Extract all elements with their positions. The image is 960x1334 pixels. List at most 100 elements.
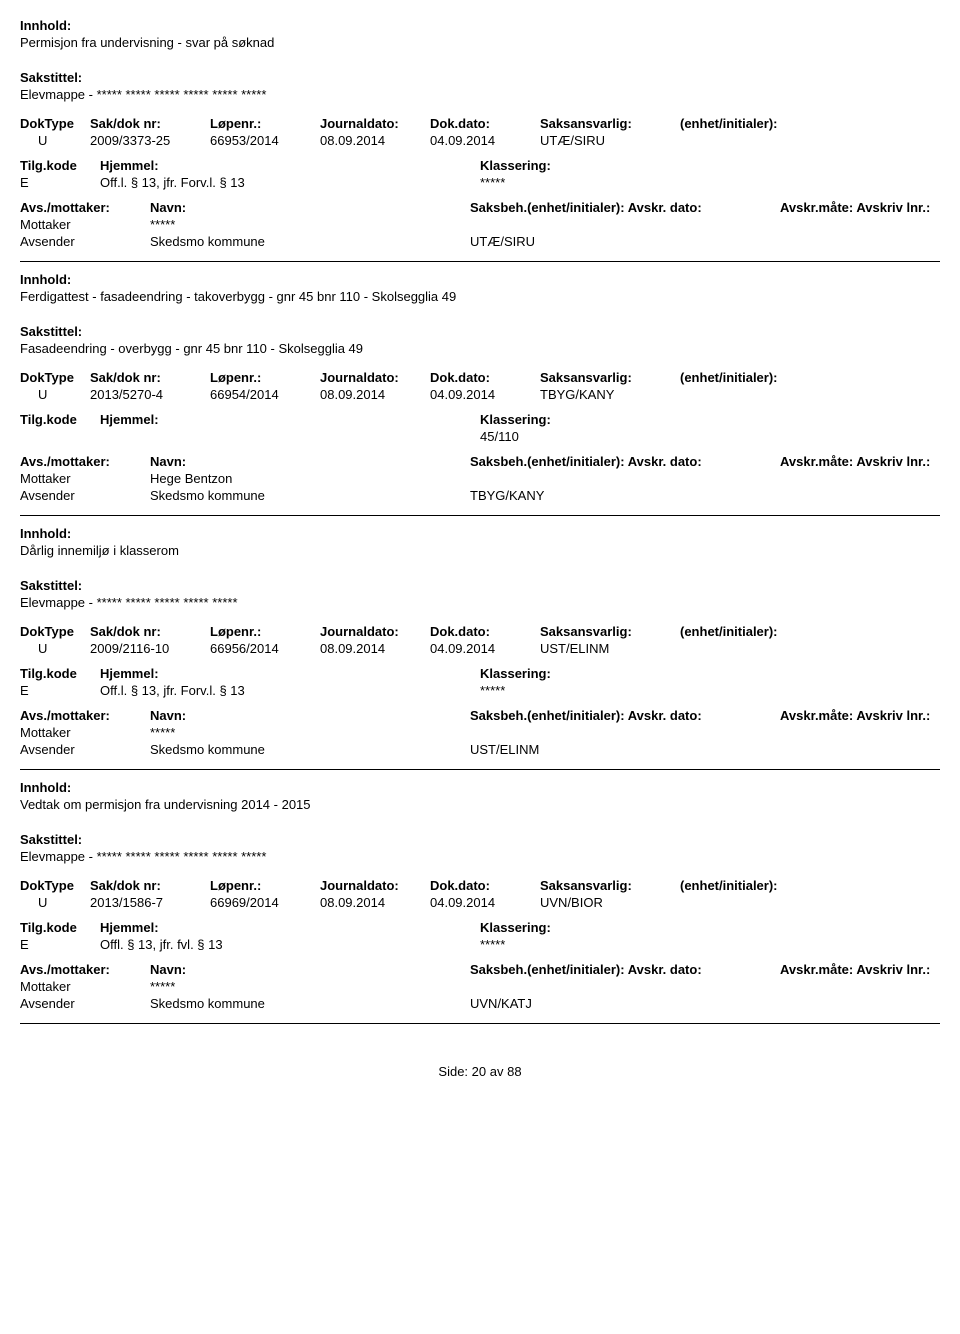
doktype-value: U bbox=[20, 133, 90, 148]
journaldato-value: 08.09.2014 bbox=[320, 387, 430, 402]
dokdato-value: 04.09.2014 bbox=[430, 133, 540, 148]
navn-header: Navn: bbox=[150, 454, 470, 469]
hjemmel-header: Hjemmel: bbox=[100, 158, 480, 173]
lopenr-header: Løpenr.: bbox=[210, 370, 320, 385]
innhold-label: Innhold: bbox=[20, 780, 940, 795]
dokdato-value: 04.09.2014 bbox=[430, 895, 540, 910]
avsender-unit: TBYG/KANY bbox=[470, 488, 670, 503]
enhet-value bbox=[680, 895, 820, 910]
dokdato-header: Dok.dato: bbox=[430, 878, 540, 893]
innhold-text: Dårlig innemiljø i klasserom bbox=[20, 543, 940, 558]
saksansvarlig-header: Saksansvarlig: bbox=[540, 116, 680, 131]
mottaker-label: Mottaker bbox=[20, 471, 150, 486]
klassering-header: Klassering: bbox=[480, 666, 680, 681]
lopenr-header: Løpenr.: bbox=[210, 624, 320, 639]
avsmottaker-header: Avs./mottaker: bbox=[20, 200, 150, 215]
saknr-header: Sak/dok nr: bbox=[90, 878, 210, 893]
lopenr-value: 66953/2014 bbox=[210, 133, 320, 148]
innhold-label: Innhold: bbox=[20, 272, 940, 287]
enhet-header: (enhet/initialer): bbox=[680, 116, 820, 131]
tilgkode-value: E bbox=[20, 937, 100, 952]
dokdato-value: 04.09.2014 bbox=[430, 641, 540, 656]
saksansvarlig-header: Saksansvarlig: bbox=[540, 624, 680, 639]
saknr-header: Sak/dok nr: bbox=[90, 624, 210, 639]
avsender-name: Skedsmo kommune bbox=[150, 234, 470, 249]
hjemmel-header: Hjemmel: bbox=[100, 412, 480, 427]
lopenr-header: Løpenr.: bbox=[210, 878, 320, 893]
lopenr-value: 66969/2014 bbox=[210, 895, 320, 910]
avsender-name: Skedsmo kommune bbox=[150, 996, 470, 1011]
sakstittel-label: Sakstittel: bbox=[20, 70, 940, 85]
avsender-label: Avsender bbox=[20, 996, 150, 1011]
saksansvarlig-value: UVN/BIOR bbox=[540, 895, 680, 910]
tilgkode-header: Tilg.kode bbox=[20, 412, 100, 427]
mottaker-unit bbox=[470, 217, 670, 232]
avsender-label: Avsender bbox=[20, 234, 150, 249]
tilgkode-value: E bbox=[20, 683, 100, 698]
avskr-header: Avskr.måte: Avskriv lnr.: bbox=[780, 962, 940, 977]
klassering-value: 45/110 bbox=[480, 429, 680, 444]
avskr-header: Avskr.måte: Avskriv lnr.: bbox=[780, 708, 940, 723]
saknr-header: Sak/dok nr: bbox=[90, 116, 210, 131]
avsender-label: Avsender bbox=[20, 742, 150, 757]
mottaker-label: Mottaker bbox=[20, 217, 150, 232]
klassering-header: Klassering: bbox=[480, 412, 680, 427]
saksbeh-header: Saksbeh.(enhet/initialer): Avskr. dato: bbox=[470, 454, 780, 469]
avsmottaker-header: Avs./mottaker: bbox=[20, 454, 150, 469]
journal-record: Innhold: Ferdigattest - fasadeendring - … bbox=[20, 272, 940, 516]
avskr-header: Avskr.måte: Avskriv lnr.: bbox=[780, 200, 940, 215]
saksansvarlig-header: Saksansvarlig: bbox=[540, 878, 680, 893]
doktype-value: U bbox=[20, 641, 90, 656]
saknr-value: 2013/5270-4 bbox=[90, 387, 210, 402]
journal-record: Innhold: Dårlig innemiljø i klasserom Sa… bbox=[20, 526, 940, 770]
saksansvarlig-value: UTÆ/SIRU bbox=[540, 133, 680, 148]
sakstittel-text: Elevmappe - ***** ***** ***** ***** ****… bbox=[20, 849, 940, 864]
saksbeh-header: Saksbeh.(enhet/initialer): Avskr. dato: bbox=[470, 962, 780, 977]
innhold-text: Permisjon fra undervisning - svar på søk… bbox=[20, 35, 940, 50]
innhold-text: Ferdigattest - fasadeendring - takoverby… bbox=[20, 289, 940, 304]
innhold-label: Innhold: bbox=[20, 526, 940, 541]
mottaker-name: ***** bbox=[150, 217, 470, 232]
mottaker-unit bbox=[470, 725, 670, 740]
avsender-unit: UVN/KATJ bbox=[470, 996, 670, 1011]
hjemmel-value bbox=[100, 429, 480, 444]
saknr-value: 2013/1586-7 bbox=[90, 895, 210, 910]
innhold-text: Vedtak om permisjon fra undervisning 201… bbox=[20, 797, 940, 812]
avsender-label: Avsender bbox=[20, 488, 150, 503]
saksbeh-header: Saksbeh.(enhet/initialer): Avskr. dato: bbox=[470, 708, 780, 723]
footer-av-label: av bbox=[490, 1064, 504, 1079]
enhet-header: (enhet/initialer): bbox=[680, 370, 820, 385]
journaldato-header: Journaldato: bbox=[320, 878, 430, 893]
footer-side-label: Side: bbox=[438, 1064, 468, 1079]
saknr-header: Sak/dok nr: bbox=[90, 370, 210, 385]
dokdato-value: 04.09.2014 bbox=[430, 387, 540, 402]
doktype-header: DokType bbox=[20, 116, 90, 131]
saksansvarlig-value: UST/ELINM bbox=[540, 641, 680, 656]
avsender-unit: UTÆ/SIRU bbox=[470, 234, 670, 249]
avsmottaker-header: Avs./mottaker: bbox=[20, 708, 150, 723]
navn-header: Navn: bbox=[150, 708, 470, 723]
saksansvarlig-header: Saksansvarlig: bbox=[540, 370, 680, 385]
avskr-header: Avskr.måte: Avskriv lnr.: bbox=[780, 454, 940, 469]
mottaker-unit bbox=[470, 471, 670, 486]
doktype-header: DokType bbox=[20, 370, 90, 385]
journal-record: Innhold: Vedtak om permisjon fra undervi… bbox=[20, 780, 940, 1024]
mottaker-name: Hege Bentzon bbox=[150, 471, 470, 486]
journaldato-value: 08.09.2014 bbox=[320, 895, 430, 910]
tilgkode-header: Tilg.kode bbox=[20, 666, 100, 681]
dokdato-header: Dok.dato: bbox=[430, 370, 540, 385]
hjemmel-value: Off.l. § 13, jfr. Forv.l. § 13 bbox=[100, 683, 480, 698]
dokdato-header: Dok.dato: bbox=[430, 116, 540, 131]
navn-header: Navn: bbox=[150, 200, 470, 215]
doktype-header: DokType bbox=[20, 624, 90, 639]
mottaker-label: Mottaker bbox=[20, 725, 150, 740]
mottaker-name: ***** bbox=[150, 725, 470, 740]
doktype-value: U bbox=[20, 895, 90, 910]
doktype-header: DokType bbox=[20, 878, 90, 893]
enhet-value bbox=[680, 387, 820, 402]
hjemmel-value: Offl. § 13, jfr. fvl. § 13 bbox=[100, 937, 480, 952]
avsender-name: Skedsmo kommune bbox=[150, 488, 470, 503]
journal-record: Innhold: Permisjon fra undervisning - sv… bbox=[20, 18, 940, 262]
lopenr-header: Løpenr.: bbox=[210, 116, 320, 131]
enhet-value bbox=[680, 641, 820, 656]
